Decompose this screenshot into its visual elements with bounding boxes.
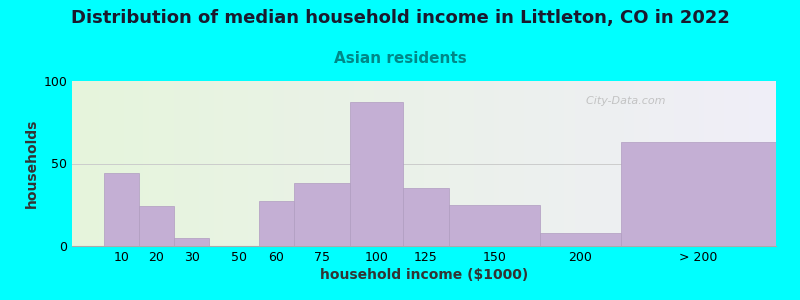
- Bar: [258, 202, 294, 246]
- Bar: [174, 238, 210, 246]
- X-axis label: household income ($1000): household income ($1000): [320, 268, 528, 282]
- Y-axis label: households: households: [25, 119, 39, 208]
- Bar: [621, 142, 779, 246]
- Bar: [540, 233, 621, 246]
- Bar: [104, 173, 139, 246]
- Text: City-Data.com: City-Data.com: [579, 96, 666, 106]
- Bar: [449, 205, 540, 246]
- Bar: [139, 206, 174, 246]
- Bar: [294, 183, 350, 246]
- Text: Asian residents: Asian residents: [334, 51, 466, 66]
- Bar: [403, 188, 449, 246]
- Text: Distribution of median household income in Littleton, CO in 2022: Distribution of median household income …: [70, 9, 730, 27]
- Bar: [350, 102, 403, 246]
